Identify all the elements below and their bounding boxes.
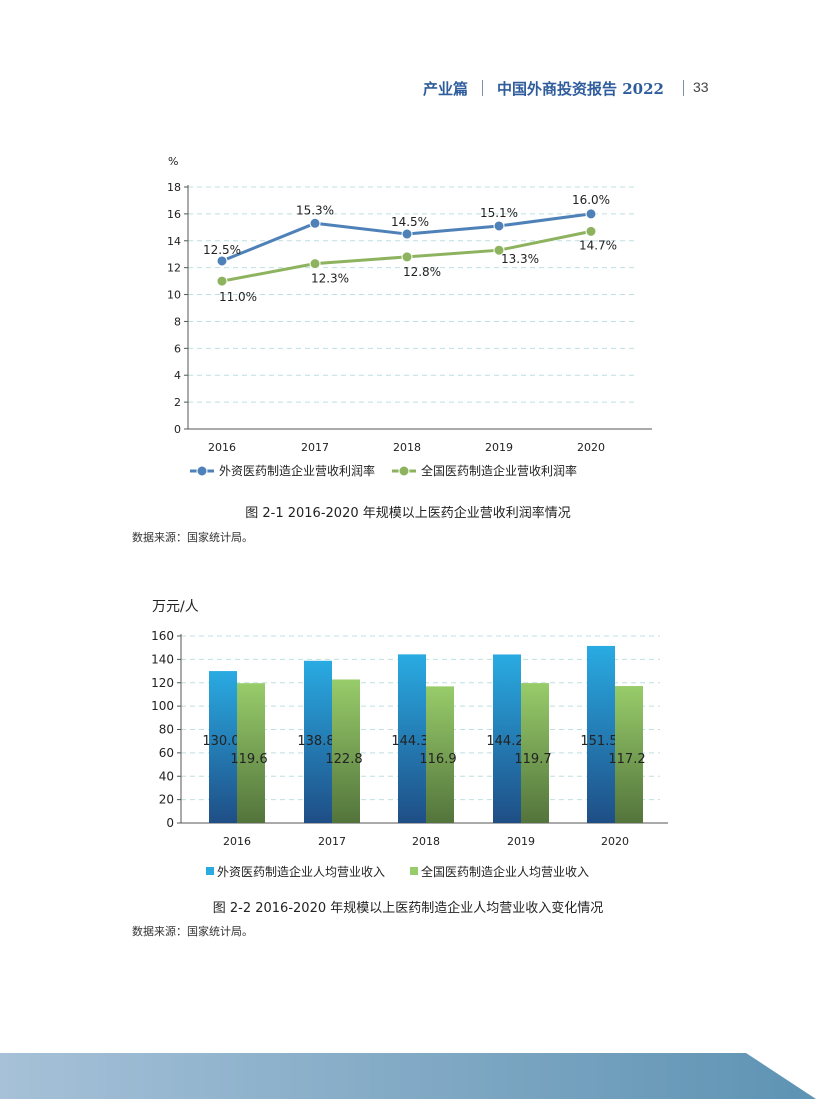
- data-point: [585, 225, 597, 237]
- figure1-caption: 图 2-1 2016-2020 年规模以上医药企业营收利润率情况: [245, 506, 571, 521]
- y-tick-label: 16: [167, 208, 181, 221]
- bar: [493, 654, 521, 823]
- page-header: 产业篇 中国外商投资报告 2022 33: [0, 78, 816, 100]
- data-label: 144.3: [391, 734, 428, 749]
- bar: [398, 654, 426, 823]
- x-tick-label: 2020: [601, 835, 629, 848]
- data-label: 122.8: [325, 752, 362, 767]
- data-point: [401, 251, 413, 263]
- x-tick-label: 2019: [507, 835, 535, 848]
- data-label: 151.5: [580, 734, 617, 749]
- figure2-source: 数据来源：国家统计局。: [132, 925, 253, 938]
- y-tick-label: 120: [151, 676, 174, 690]
- data-label: 11.0%: [219, 290, 257, 304]
- data-label: 119.6: [230, 752, 267, 767]
- page-number: 33: [693, 79, 709, 95]
- y-tick-label: 60: [159, 746, 174, 760]
- x-tick-label: 2020: [577, 441, 605, 454]
- data-point: [401, 228, 413, 240]
- bar: [332, 679, 360, 823]
- bar: [615, 686, 643, 823]
- y-tick-label: 0: [166, 816, 174, 830]
- legend-swatch: [410, 867, 418, 875]
- data-label: 117.2: [608, 752, 645, 767]
- x-tick-label: 2018: [393, 441, 421, 454]
- legend-marker: [196, 465, 208, 477]
- data-label: 12.5%: [203, 243, 241, 257]
- bar: [209, 671, 237, 823]
- x-tick-label: 2019: [485, 441, 513, 454]
- data-label: 14.7%: [579, 238, 617, 252]
- y-tick-label: 20: [159, 793, 174, 807]
- data-label: 14.5%: [391, 215, 429, 229]
- header-divider: [683, 80, 684, 96]
- data-point: [493, 244, 505, 256]
- legend-label: 外资医药制造企业营收利润率: [219, 463, 375, 478]
- legend-swatch: [206, 867, 214, 875]
- bar: [304, 660, 332, 823]
- data-point: [216, 275, 228, 287]
- revenue-per-capita-bar-chart: 万元/人 0 20 40 60 80 100 120 140 160 2016 2017 2018 201…: [151, 599, 668, 879]
- x-tick-label: 2017: [301, 441, 329, 454]
- figure2-caption: 图 2-2 2016-2020 年规模以上医药制造企业人均营业收入变化情况: [212, 901, 604, 916]
- data-point: [585, 208, 597, 220]
- legend-label: 外资医药制造企业人均营业收入: [217, 864, 385, 879]
- x-tick-label: 2016: [223, 835, 251, 848]
- data-point: [309, 258, 321, 270]
- y-tick-label: 18: [167, 181, 181, 194]
- data-label: 138.8: [297, 734, 334, 749]
- data-label: 130.0: [202, 734, 239, 749]
- y-tick-label: 12: [167, 262, 181, 275]
- data-label: 116.9: [419, 752, 456, 767]
- data-point: [216, 255, 228, 267]
- data-label: 12.3%: [311, 272, 349, 286]
- figure1-source: 数据来源：国家统计局。: [132, 531, 253, 544]
- x-tick-label: 2018: [412, 835, 440, 848]
- y-tick-label: 10: [167, 289, 181, 302]
- data-label: 15.1%: [480, 206, 518, 220]
- x-tick-label: 2016: [208, 441, 236, 454]
- y-axis-unit: %: [168, 155, 178, 168]
- data-label: 144.2: [486, 734, 523, 749]
- y-tick-label: 4: [174, 369, 181, 382]
- data-label: 13.3%: [501, 252, 539, 266]
- header-title: 中国外商投资报告 2022: [497, 80, 664, 98]
- y-tick-label: 160: [151, 629, 174, 643]
- bar: [521, 683, 549, 823]
- bar: [237, 683, 265, 823]
- header-section: 产业篇: [423, 80, 469, 98]
- y-tick-label: 80: [159, 723, 174, 737]
- footer-band: [0, 1053, 816, 1099]
- bar: [587, 645, 615, 823]
- legend-marker: [398, 465, 410, 477]
- data-label: 119.7: [514, 752, 551, 767]
- data-label: 16.0%: [572, 193, 610, 207]
- x-tick-label: 2017: [318, 835, 346, 848]
- data-label: 12.8%: [403, 265, 441, 279]
- data-point: [493, 220, 505, 232]
- legend-label: 全国医药制造企业人均营业收入: [421, 864, 589, 879]
- header-divider: [482, 80, 483, 96]
- y-tick-label: 6: [174, 342, 181, 355]
- y-tick-label: 14: [167, 235, 181, 248]
- profit-margin-line-chart: % 0 2 4 6 8 10 12 14 16 18 2016 2017 2018 2019 2020 12.5…: [167, 155, 652, 478]
- y-tick-label: 0: [174, 423, 181, 436]
- y-tick-label: 8: [174, 315, 181, 328]
- legend-label: 全国医药制造企业营收利润率: [421, 463, 577, 478]
- bar: [426, 686, 454, 823]
- y-axis-unit: 万元/人: [152, 599, 199, 615]
- data-point: [309, 217, 321, 229]
- y-tick-label: 40: [159, 769, 174, 783]
- y-tick-label: 100: [151, 699, 174, 713]
- y-tick-label: 2: [174, 396, 181, 409]
- y-tick-label: 140: [151, 652, 174, 666]
- data-label: 15.3%: [296, 203, 334, 217]
